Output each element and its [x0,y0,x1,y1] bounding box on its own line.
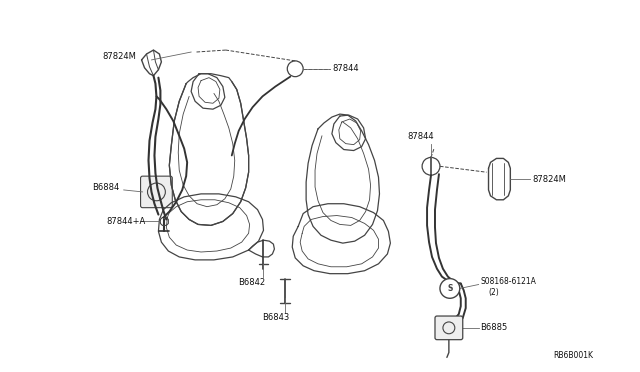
FancyBboxPatch shape [435,316,463,340]
Text: B6885: B6885 [481,323,508,332]
Circle shape [440,279,460,298]
Text: 87844: 87844 [332,64,358,73]
Text: RB6B001K: RB6B001K [553,351,593,360]
Text: 87824M: 87824M [532,174,566,184]
FancyBboxPatch shape [141,176,172,208]
Text: 87824M: 87824M [102,52,136,61]
Text: B6843: B6843 [262,314,290,323]
Text: B6842: B6842 [237,278,265,287]
Text: (2): (2) [488,288,499,297]
Text: 87844: 87844 [407,132,434,141]
Text: B6884: B6884 [92,183,119,192]
Text: 87844+A: 87844+A [107,217,146,226]
Text: S08168-6121A: S08168-6121A [481,277,536,286]
Text: S: S [447,285,452,294]
